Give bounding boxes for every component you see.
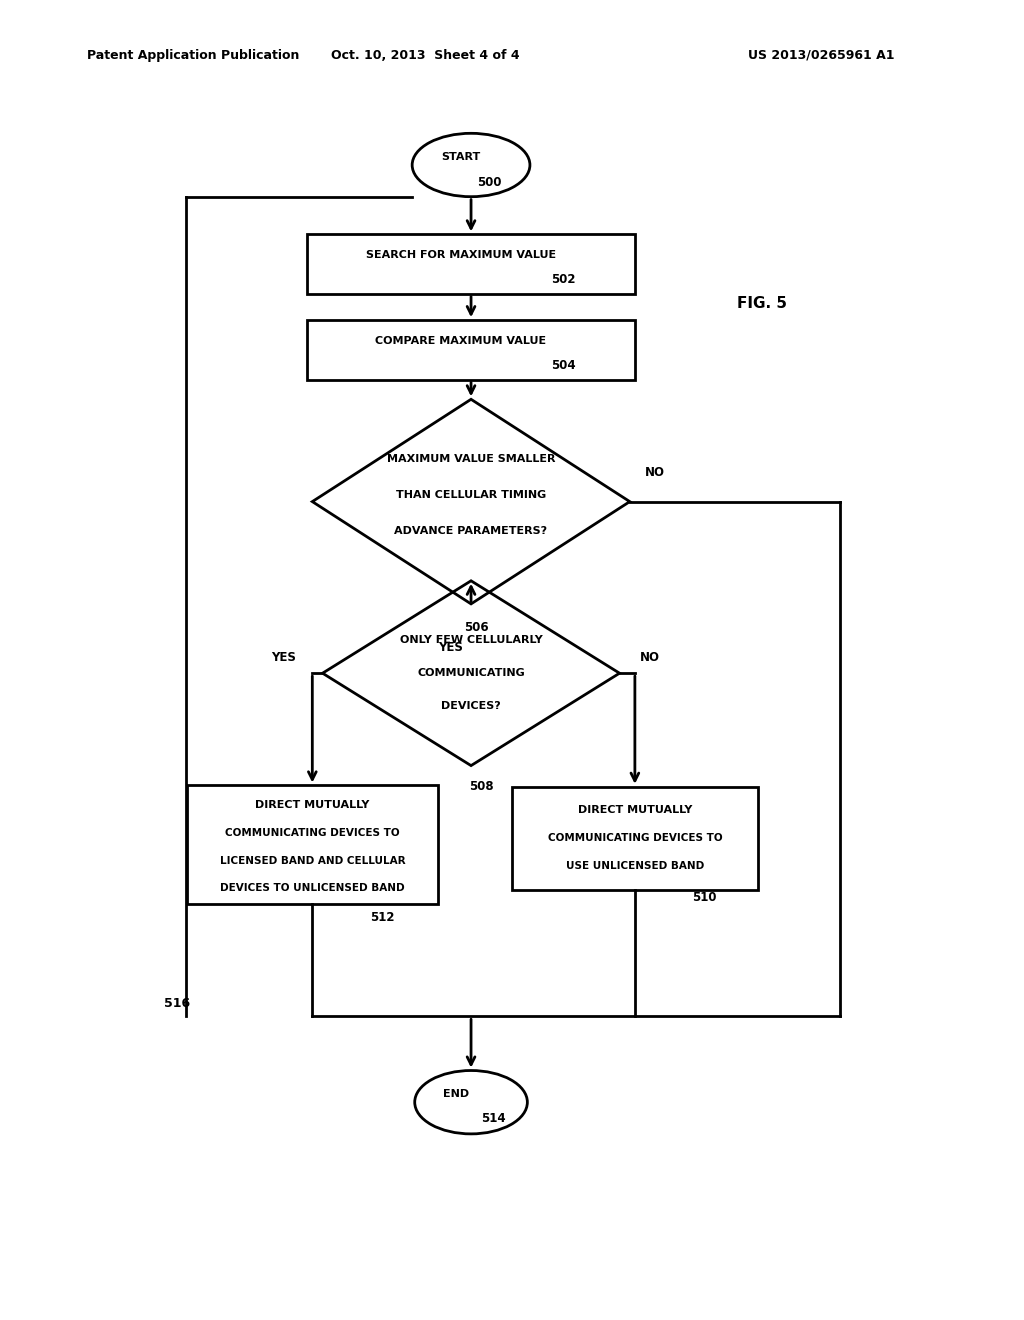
Text: 516: 516: [164, 997, 190, 1010]
Text: 504: 504: [551, 359, 575, 372]
Text: US 2013/0265961 A1: US 2013/0265961 A1: [748, 49, 894, 62]
Text: Patent Application Publication: Patent Application Publication: [87, 49, 299, 62]
Text: COMMUNICATING: COMMUNICATING: [417, 668, 525, 678]
Text: 514: 514: [481, 1111, 506, 1125]
Text: SEARCH FOR MAXIMUM VALUE: SEARCH FOR MAXIMUM VALUE: [366, 249, 556, 260]
Text: DEVICES?: DEVICES?: [441, 701, 501, 711]
Text: FIG. 5: FIG. 5: [737, 296, 787, 312]
Text: 502: 502: [551, 273, 575, 286]
Text: ONLY FEW CELLULARLY: ONLY FEW CELLULARLY: [399, 635, 543, 645]
Text: DEVICES TO UNLICENSED BAND: DEVICES TO UNLICENSED BAND: [220, 883, 404, 894]
Text: 508: 508: [469, 780, 494, 793]
Text: USE UNLICENSED BAND: USE UNLICENSED BAND: [565, 861, 705, 871]
Text: THAN CELLULAR TIMING: THAN CELLULAR TIMING: [396, 490, 546, 500]
Text: Oct. 10, 2013  Sheet 4 of 4: Oct. 10, 2013 Sheet 4 of 4: [331, 49, 519, 62]
Text: COMPARE MAXIMUM VALUE: COMPARE MAXIMUM VALUE: [375, 335, 547, 346]
Text: ADVANCE PARAMETERS?: ADVANCE PARAMETERS?: [394, 525, 548, 536]
Text: 506: 506: [464, 622, 488, 634]
Text: LICENSED BAND AND CELLULAR: LICENSED BAND AND CELLULAR: [219, 855, 406, 866]
Text: START: START: [441, 152, 480, 162]
Text: NO: NO: [640, 651, 660, 664]
Text: END: END: [442, 1089, 469, 1100]
Text: 510: 510: [692, 891, 717, 904]
Text: 512: 512: [370, 911, 394, 924]
Text: MAXIMUM VALUE SMALLER: MAXIMUM VALUE SMALLER: [387, 454, 555, 465]
Text: YES: YES: [271, 651, 296, 664]
Text: 500: 500: [477, 176, 502, 189]
Text: YES: YES: [438, 642, 463, 653]
Text: COMMUNICATING DEVICES TO: COMMUNICATING DEVICES TO: [548, 833, 722, 843]
Text: DIRECT MUTUALLY: DIRECT MUTUALLY: [255, 800, 370, 810]
Text: DIRECT MUTUALLY: DIRECT MUTUALLY: [578, 805, 692, 816]
Text: NO: NO: [645, 466, 666, 479]
Text: COMMUNICATING DEVICES TO: COMMUNICATING DEVICES TO: [225, 828, 399, 838]
